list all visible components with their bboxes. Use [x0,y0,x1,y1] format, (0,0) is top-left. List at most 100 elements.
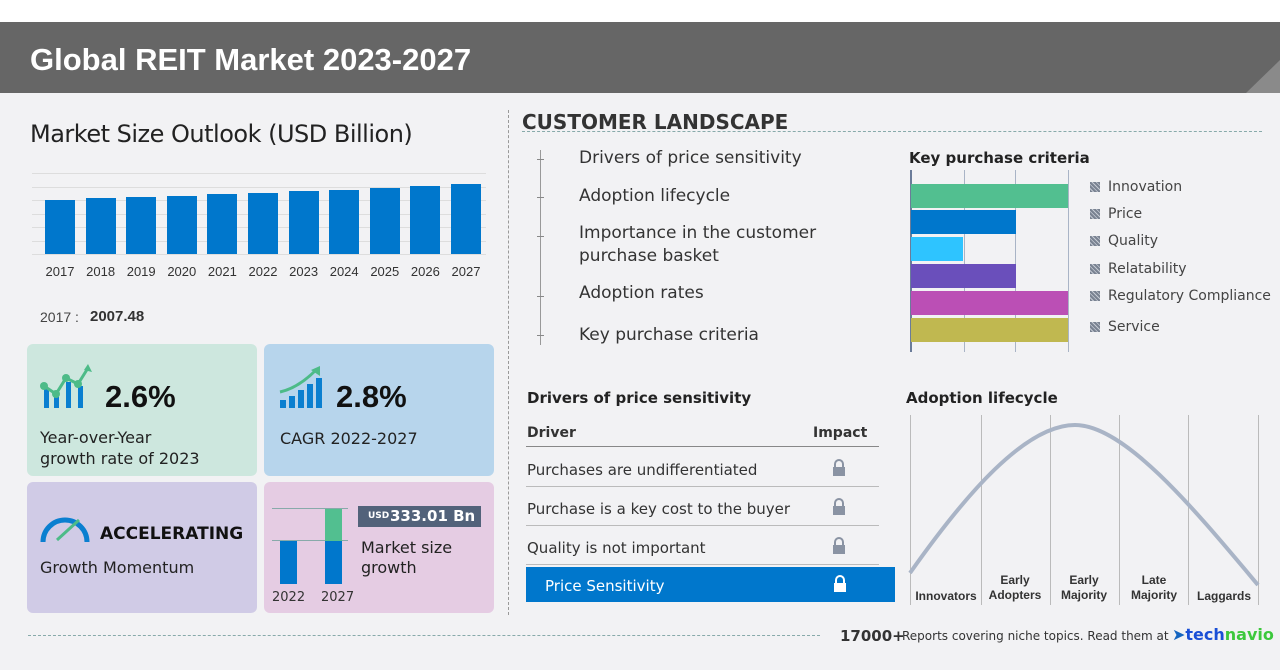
title-underline [522,131,1262,132]
kpc-bar-regulatory-compliance [911,291,1068,315]
bar-2027-base [325,541,342,584]
bar-2018[interactable] [85,198,116,254]
x-tick-label: 2022 [248,264,278,279]
kpc-legend-item: Regulatory Compliance [1090,288,1271,304]
lock-icon [833,498,845,515]
stage-divider [1050,415,1051,605]
gridline [32,254,486,255]
legend-swatch-icon [1090,182,1100,192]
growth-label-2: growth [361,558,417,577]
bar-2019[interactable] [126,196,157,254]
kpc-gridline [964,170,965,352]
kpc-gridline [910,170,912,352]
x-tick-label: 2026 [410,264,440,279]
kpc-gridline [1068,170,1069,352]
kpc-legend-item: Quality [1090,233,1158,249]
bar-2020[interactable] [166,195,197,254]
speedometer-icon [40,517,90,543]
lock-icon [833,537,845,554]
growth-line-mid [272,540,348,541]
landscape-item[interactable]: Adoption lifecycle [579,186,731,206]
price-sensitivity-row[interactable]: Price Sensitivity [526,567,895,602]
header-bar [0,22,1280,93]
year-start: 2022 [272,590,306,605]
bar-2017[interactable] [45,199,75,254]
bar-2023[interactable] [288,191,319,254]
bar-2025[interactable] [369,188,400,254]
footer-line [28,635,820,636]
kpc-bar-quality [911,237,964,261]
kpc-bar-relatability [911,264,1016,288]
landscape-item-cont[interactable]: purchase basket [579,246,719,266]
driver-label: Quality is not important [527,539,706,557]
section-divider [508,110,509,615]
yoy-label-1: Year-over-Year [40,428,152,447]
gridline [32,173,486,174]
landscape-item[interactable]: Drivers of price sensitivity [579,148,802,168]
legend-swatch-icon [1090,236,1100,246]
legend-label: Service [1108,318,1160,335]
legend-label: Regulatory Compliance [1108,288,1271,304]
legend-label: Innovation [1108,179,1183,195]
kpc-bar-innovation [911,184,1068,208]
header-corner [1246,60,1280,93]
stage-label: Late Majority [1130,573,1177,602]
x-tick-label: 2023 [289,264,319,279]
legend-swatch-icon [1090,321,1100,332]
growth-label-1: Market size [361,538,453,557]
page-title: Global REIT Market 2023-2027 [30,42,472,77]
yoy-value: 2.6% [105,379,176,414]
bar-2022 [280,541,297,584]
growth-card: 2022 2027 USD 333.01 Bn Market size grow… [264,482,494,613]
landscape-item[interactable]: Importance in the customer [579,223,817,243]
stage-divider [1188,415,1189,605]
tree-tick [537,159,544,160]
customer-landscape-title: CUSTOMER LANDSCAPE [522,110,789,134]
bar-2022[interactable] [248,192,278,254]
x-tick-label: 2019 [126,264,156,279]
kpc-bar-service [911,318,1068,342]
yoy-card: 2.6% Year-over-Year growth rate of 2023 [27,344,257,476]
stage-label: Early Majority [1060,573,1107,602]
technavio-logo[interactable]: ➤technavio [1172,625,1274,644]
momentum-value: ACCELERATING [100,524,244,544]
tree-tick [537,236,544,237]
kpc-legend-item: Service [1090,319,1160,335]
stage-divider [910,415,911,605]
bar-2026[interactable] [410,185,441,254]
growth-value-badge: USD 333.01 Bn [358,506,481,527]
driver-row: Quality is not important [526,527,879,565]
col-impact: Impact [813,425,868,441]
tree-tick [537,335,544,336]
year-end: 2027 [321,590,355,605]
bar-2021[interactable] [207,194,238,254]
tree-tick [537,296,544,297]
landscape-item[interactable]: Adoption rates [579,283,704,303]
kpc-title: Key purchase criteria [909,149,1090,167]
legend-swatch-icon [1090,263,1100,274]
stage-label: Innovators [915,589,977,603]
legend-swatch-icon [1090,208,1100,219]
market-size-title: Market Size Outlook (USD Billion) [30,120,413,148]
adoption-title: Adoption lifecycle [906,389,1058,407]
stage-divider [981,415,982,605]
bar-2027[interactable] [451,184,481,254]
footer-text: Reports covering niche topics. Read them… [902,629,1169,643]
landscape-item[interactable]: Key purchase criteria [579,325,759,345]
bar-2027-growth [325,509,342,541]
driver-label: Purchases are undifferentiated [527,461,758,479]
growth-line-top [272,508,348,509]
kpc-legend-item: Relatability [1090,261,1187,277]
stage-divider [1119,415,1120,605]
driver-label: Purchase is a key cost to the buyer [527,500,791,518]
driver-row: Purchases are undifferentiated [526,449,879,487]
growth-chart-icon [40,364,92,408]
kpc-gridline [1015,170,1016,352]
base-year-value: 2007.48 [90,308,145,325]
x-tick-label: 2024 [329,264,359,279]
adoption-curve [908,422,1260,587]
cagr-card: 2.8% CAGR 2022-2027 [264,344,494,476]
kpc-legend-item: Price [1090,206,1142,222]
gridline [32,186,486,188]
bar-2024[interactable] [329,189,360,254]
